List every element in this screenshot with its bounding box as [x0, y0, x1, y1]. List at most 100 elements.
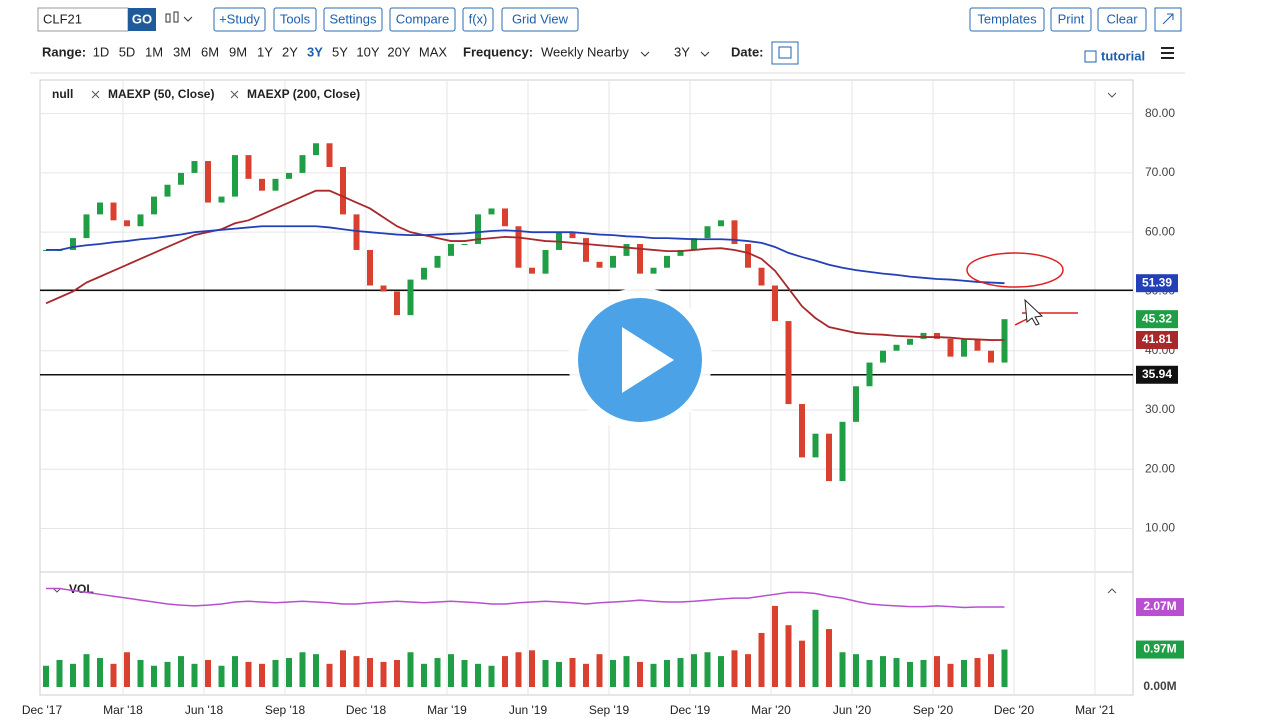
price-tag-label: 45.32 — [1142, 311, 1172, 325]
go-label: GO — [132, 11, 152, 26]
chart-type-icon[interactable] — [165, 11, 193, 23]
candle — [947, 338, 954, 357]
candle — [839, 421, 846, 482]
volume-bar — [677, 658, 684, 687]
range-option[interactable]: 9M — [229, 44, 247, 59]
candle — [745, 244, 751, 268]
range-option[interactable]: 1M — [145, 44, 163, 59]
legend-close[interactable] — [91, 90, 100, 99]
volume-bar — [340, 650, 346, 687]
candle — [650, 267, 657, 274]
range-option[interactable]: 1Y — [257, 44, 273, 59]
candle — [326, 143, 333, 167]
volume-bar — [56, 659, 63, 687]
toolbar-button[interactable] — [1050, 7, 1092, 32]
candle — [367, 249, 373, 286]
volume-bar — [961, 659, 967, 687]
x-tick-label: Dec '18 — [346, 703, 387, 717]
candle — [272, 178, 279, 191]
volume-bar — [583, 663, 589, 687]
volume-bar — [110, 663, 117, 687]
volume-bar — [137, 659, 144, 687]
candle — [623, 244, 630, 256]
toolbar-button[interactable] — [389, 7, 456, 32]
range-option[interactable]: 6M — [201, 44, 219, 59]
volume-bar — [650, 663, 657, 687]
button-label: Templates — [977, 11, 1037, 26]
volume-bar — [542, 659, 549, 687]
candle — [785, 321, 792, 405]
candle — [718, 220, 724, 227]
toolbar-button[interactable] — [213, 7, 266, 32]
menu-icon[interactable] — [1161, 47, 1174, 59]
candle — [677, 249, 684, 256]
go-button[interactable] — [128, 8, 156, 31]
collapse-icon[interactable] — [1107, 588, 1117, 594]
volume-tag-label: 2.07M — [1143, 599, 1176, 613]
candle — [488, 208, 495, 215]
volume-bar — [988, 654, 994, 687]
toolbar-button[interactable] — [969, 7, 1045, 32]
x-tick-label: Mar '19 — [427, 703, 467, 717]
candle — [731, 220, 738, 245]
volume-bar — [839, 652, 846, 687]
y-tick-label: 80.00 — [1145, 106, 1175, 120]
range-option[interactable]: MAX — [419, 44, 448, 59]
volume-bar — [745, 654, 751, 687]
range-option[interactable]: 2Y — [282, 44, 298, 59]
period[interactable]: 3Y — [674, 44, 690, 59]
volume-bar — [772, 605, 778, 687]
volume-tag-label: 0.00M — [1143, 679, 1176, 693]
volume-bar — [529, 650, 535, 687]
volume-tag — [1136, 598, 1184, 617]
volume-bar — [407, 652, 414, 687]
range-option[interactable]: 3Y — [307, 44, 323, 59]
volume-bar — [97, 658, 103, 687]
volume-bar — [799, 640, 805, 687]
toolbar-button[interactable] — [323, 7, 383, 32]
volume-bar — [664, 659, 670, 687]
candle — [421, 267, 427, 280]
range-option[interactable]: 3M — [173, 44, 191, 59]
candle — [826, 433, 832, 482]
volume-bar — [218, 665, 225, 687]
collapse-icon[interactable] — [1107, 92, 1117, 98]
play-icon — [622, 327, 674, 393]
candle — [191, 161, 198, 173]
candle — [218, 196, 225, 203]
volume-bar — [245, 661, 252, 687]
range-option[interactable]: 10Y — [356, 44, 379, 59]
toolbar-button[interactable] — [462, 7, 494, 32]
volume-bar — [124, 652, 130, 687]
y-tick-label: 10.00 — [1145, 521, 1175, 535]
candle — [461, 244, 468, 246]
study-label: null — [52, 87, 73, 101]
volume-chevron — [52, 587, 62, 593]
volume-bar — [272, 659, 279, 687]
range-option[interactable]: 5Y — [332, 44, 348, 59]
range-option[interactable]: 20Y — [387, 44, 410, 59]
volume-bar — [785, 625, 792, 687]
toolbar-button[interactable] — [1097, 7, 1147, 32]
candle — [920, 332, 927, 339]
x-tick-label: Jun '19 — [509, 703, 548, 717]
candle — [704, 226, 711, 239]
x-tick-label: Sep '18 — [265, 703, 306, 717]
price-tag-label: 51.39 — [1142, 275, 1172, 289]
volume-bar — [488, 665, 495, 687]
toolbar-button[interactable] — [273, 7, 317, 32]
range-option[interactable]: 1D — [93, 44, 110, 59]
legend-close[interactable] — [230, 90, 239, 99]
y-tick-label: 20.00 — [1145, 461, 1175, 475]
tutorial-link[interactable]: tutorial — [1101, 48, 1145, 63]
frequency[interactable]: Weekly Nearby — [541, 44, 629, 59]
toolbar-button[interactable] — [501, 7, 579, 32]
volume-bar — [313, 654, 319, 687]
candle — [124, 220, 130, 227]
candle — [353, 214, 360, 250]
x-tick-label: Sep '19 — [589, 703, 630, 717]
volume-bar — [299, 652, 306, 687]
range-option[interactable]: 5D — [119, 44, 136, 59]
volume-bar — [691, 654, 697, 687]
candle — [515, 226, 522, 268]
